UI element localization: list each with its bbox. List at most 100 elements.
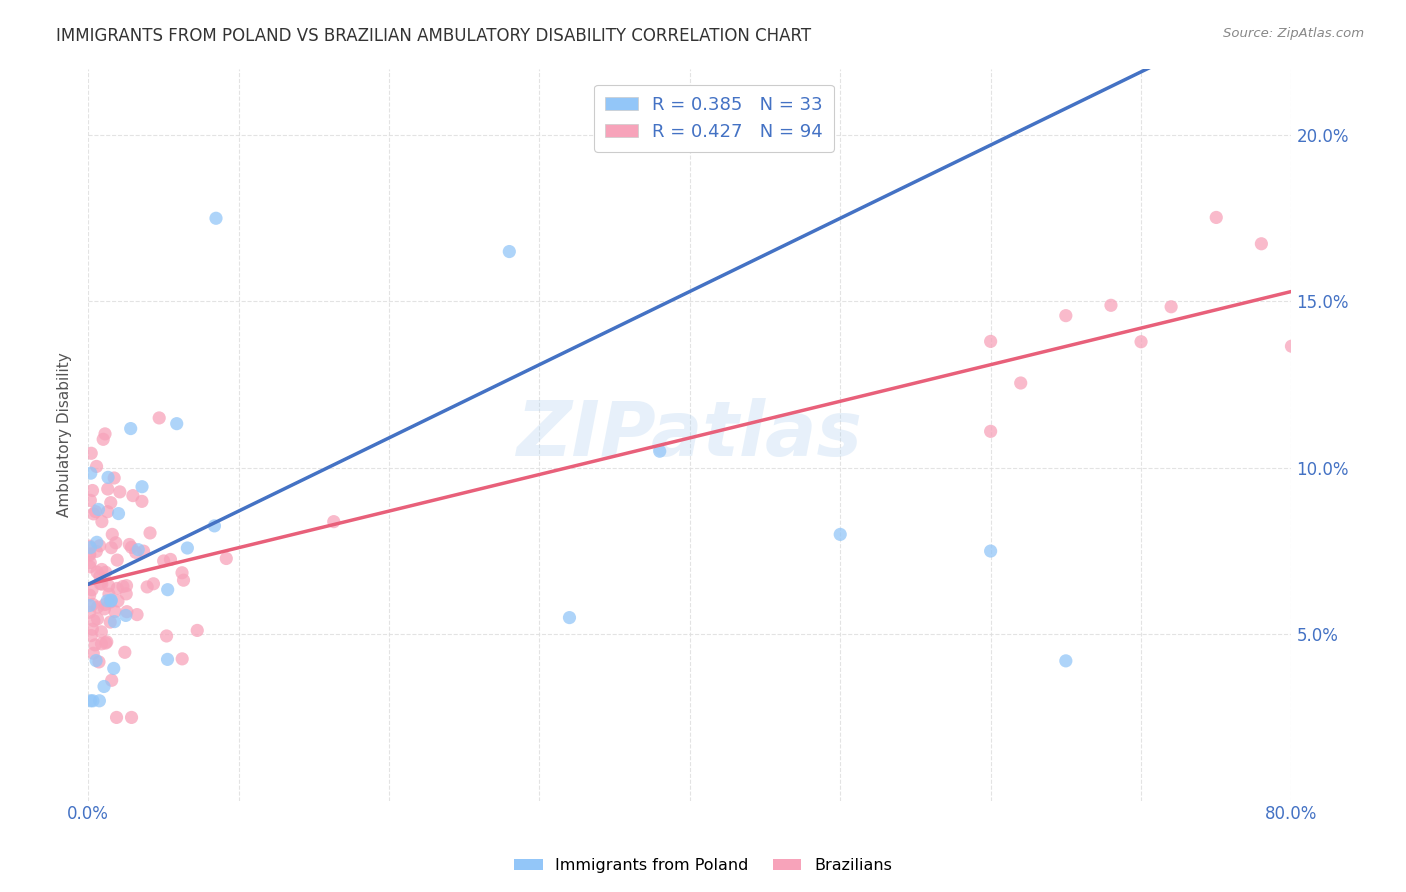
Point	[170, 566, 193, 580]
Point	[89, 539, 111, 553]
Point	[79, 548, 101, 562]
Text: Source: ZipAtlas.com: Source: ZipAtlas.com	[1223, 27, 1364, 40]
Point	[91, 433, 114, 447]
Point	[142, 576, 165, 591]
Point	[118, 537, 141, 551]
Point	[139, 525, 162, 540]
Point	[172, 652, 194, 666]
Point	[558, 610, 581, 624]
Point	[96, 594, 118, 608]
Point	[100, 593, 122, 607]
Point	[159, 552, 181, 566]
Point	[86, 544, 108, 558]
Point	[155, 629, 177, 643]
Point	[131, 480, 153, 494]
Point	[122, 489, 145, 503]
Point	[98, 595, 121, 609]
Point	[1250, 236, 1272, 251]
Point	[79, 493, 101, 508]
Point	[148, 411, 170, 425]
Point	[96, 635, 118, 649]
Point	[114, 608, 136, 623]
Point	[107, 507, 129, 521]
Point	[86, 535, 108, 549]
Point	[103, 471, 125, 485]
Point	[94, 636, 117, 650]
Point	[156, 582, 179, 597]
Point	[173, 573, 195, 587]
Point	[1099, 298, 1122, 312]
Point	[215, 551, 238, 566]
Point	[648, 444, 671, 458]
Point	[79, 588, 101, 602]
Point	[80, 466, 103, 480]
Point	[980, 544, 1002, 558]
Point	[104, 536, 127, 550]
Point	[83, 614, 105, 628]
Point	[84, 638, 107, 652]
Point	[90, 577, 112, 591]
Point	[136, 580, 159, 594]
Point	[97, 505, 120, 519]
Text: ZIPatlas: ZIPatlas	[517, 398, 863, 472]
Point	[79, 559, 101, 574]
Point	[1130, 334, 1153, 349]
Point	[1205, 211, 1227, 225]
Point	[79, 541, 101, 555]
Point	[79, 599, 101, 613]
Point	[108, 484, 131, 499]
Point	[156, 652, 179, 666]
Point	[1010, 376, 1032, 390]
Point	[86, 600, 108, 615]
Point	[980, 425, 1002, 439]
Point	[84, 654, 107, 668]
Point	[87, 655, 110, 669]
Point	[97, 470, 120, 484]
Y-axis label: Ambulatory Disability: Ambulatory Disability	[58, 352, 72, 517]
Point	[1054, 654, 1077, 668]
Point	[176, 541, 198, 555]
Point	[84, 505, 107, 519]
Point	[79, 694, 101, 708]
Point	[166, 417, 188, 431]
Point	[498, 244, 520, 259]
Point	[105, 582, 128, 596]
Point	[94, 566, 117, 580]
Point	[107, 594, 129, 608]
Point	[101, 527, 124, 541]
Point	[100, 541, 122, 555]
Legend: R = 0.385   N = 33, R = 0.427   N = 94: R = 0.385 N = 33, R = 0.427 N = 94	[595, 85, 834, 152]
Point	[90, 637, 112, 651]
Point	[205, 211, 228, 226]
Point	[103, 615, 125, 629]
Legend: Immigrants from Poland, Brazilians: Immigrants from Poland, Brazilians	[508, 852, 898, 880]
Point	[1160, 300, 1182, 314]
Point	[93, 602, 115, 616]
Point	[125, 545, 148, 559]
Point	[100, 673, 122, 688]
Point	[82, 694, 104, 708]
Point	[980, 334, 1002, 349]
Point	[79, 605, 101, 619]
Point	[90, 515, 112, 529]
Point	[89, 576, 111, 591]
Point	[94, 598, 117, 612]
Point	[1281, 339, 1303, 353]
Point	[322, 515, 344, 529]
Point	[103, 661, 125, 675]
Text: IMMIGRANTS FROM POLAND VS BRAZILIAN AMBULATORY DISABILITY CORRELATION CHART: IMMIGRANTS FROM POLAND VS BRAZILIAN AMBU…	[56, 27, 811, 45]
Point	[89, 569, 111, 583]
Point	[104, 605, 127, 619]
Point	[100, 496, 122, 510]
Point	[114, 645, 136, 659]
Point	[132, 544, 155, 558]
Point	[82, 646, 104, 660]
Point	[86, 459, 108, 474]
Point	[121, 541, 143, 555]
Point	[93, 680, 115, 694]
Point	[131, 494, 153, 508]
Point	[80, 582, 103, 597]
Point	[1054, 309, 1077, 323]
Point	[89, 694, 111, 708]
Point	[105, 553, 128, 567]
